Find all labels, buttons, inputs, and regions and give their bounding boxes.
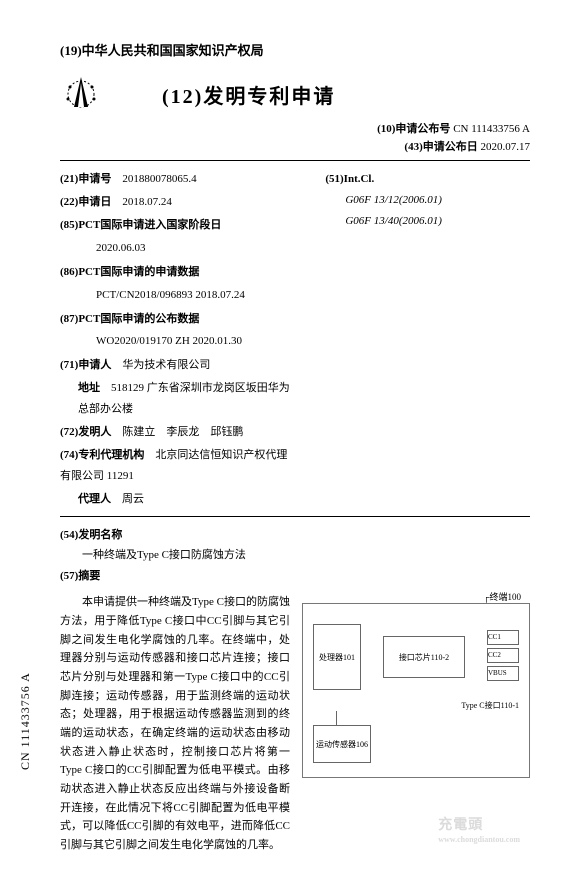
diagram-terminal-label: ┌终端100: [483, 590, 521, 603]
divider: [60, 160, 530, 161]
address: 地址 518129 广东省深圳市龙岗区坂田华为总部办公楼: [60, 378, 295, 420]
inventors: (72)发明人 陈建立 李辰龙 邱钰鹏: [60, 422, 295, 443]
authority-header: (19)中华人民共和国国家知识产权局: [60, 40, 530, 59]
pct-app-label: (86)PCT国际申请的申请数据: [60, 262, 295, 283]
pct-pub-data: WO2020/019170 ZH 2020.01.30: [60, 331, 295, 352]
publication-number: (10)申请公布号 CN 111433756 A: [60, 121, 530, 139]
figure: ┌终端100 处理器101 接口芯片110-2 CC1 CC2 VBUS Typ…: [302, 593, 530, 855]
abstract-text: 本申请提供一种终端及Type C接口的防腐蚀方法，用于降低Type C接口中CC…: [60, 593, 290, 855]
pct-entry-label: (85)PCT国际申请进入国家阶段日: [60, 215, 295, 236]
side-publication-code: CN 111433756 A: [18, 672, 33, 770]
applicant: (71)申请人 华为技术有限公司: [60, 355, 295, 376]
diagram-typec-label: Type C接口110-1: [313, 700, 519, 711]
diagram-cc2-pin: CC2: [487, 648, 519, 663]
agent: 代理人 周云: [60, 489, 295, 510]
application-number: (21)申请号 201880078065.4: [60, 169, 295, 190]
diagram-processor-box: 处理器101: [313, 624, 361, 690]
application-date: (22)申请日 2018.07.24: [60, 192, 295, 213]
document-type-title: (12)发明专利申请: [162, 80, 335, 109]
agency: (74)专利代理机构 北京同达信恒知识产权代理有限公司 11291: [60, 445, 295, 487]
watermark: 充電頭 www.chongdiantou.com: [438, 818, 520, 844]
divider: [60, 516, 530, 517]
int-cl-label: (51)Int.Cl.: [325, 169, 530, 190]
patent-office-logo: [60, 73, 102, 115]
diagram-cc1-pin: CC1: [487, 630, 519, 645]
abstract-label: (57)摘要: [60, 566, 530, 587]
invention-title: 一种终端及Type C接口防腐蚀方法: [60, 545, 530, 566]
diagram-sensor-box: 运动传感器106: [313, 725, 371, 763]
pct-pub-label: (87)PCT国际申请的公布数据: [60, 309, 295, 330]
int-cl-1: G06F 13/12(2006.01): [325, 190, 530, 211]
pct-app-data: PCT/CN2018/096893 2018.07.24: [60, 285, 295, 306]
diagram-chip-box: 接口芯片110-2: [383, 636, 465, 678]
invention-title-label: (54)发明名称: [60, 525, 530, 546]
diagram-vbus-pin: VBUS: [487, 666, 519, 681]
int-cl-2: G06F 13/40(2006.01): [325, 211, 530, 232]
pct-entry-date: 2020.06.03: [60, 238, 295, 259]
publication-date: (43)申请公布日 2020.07.17: [60, 139, 530, 157]
